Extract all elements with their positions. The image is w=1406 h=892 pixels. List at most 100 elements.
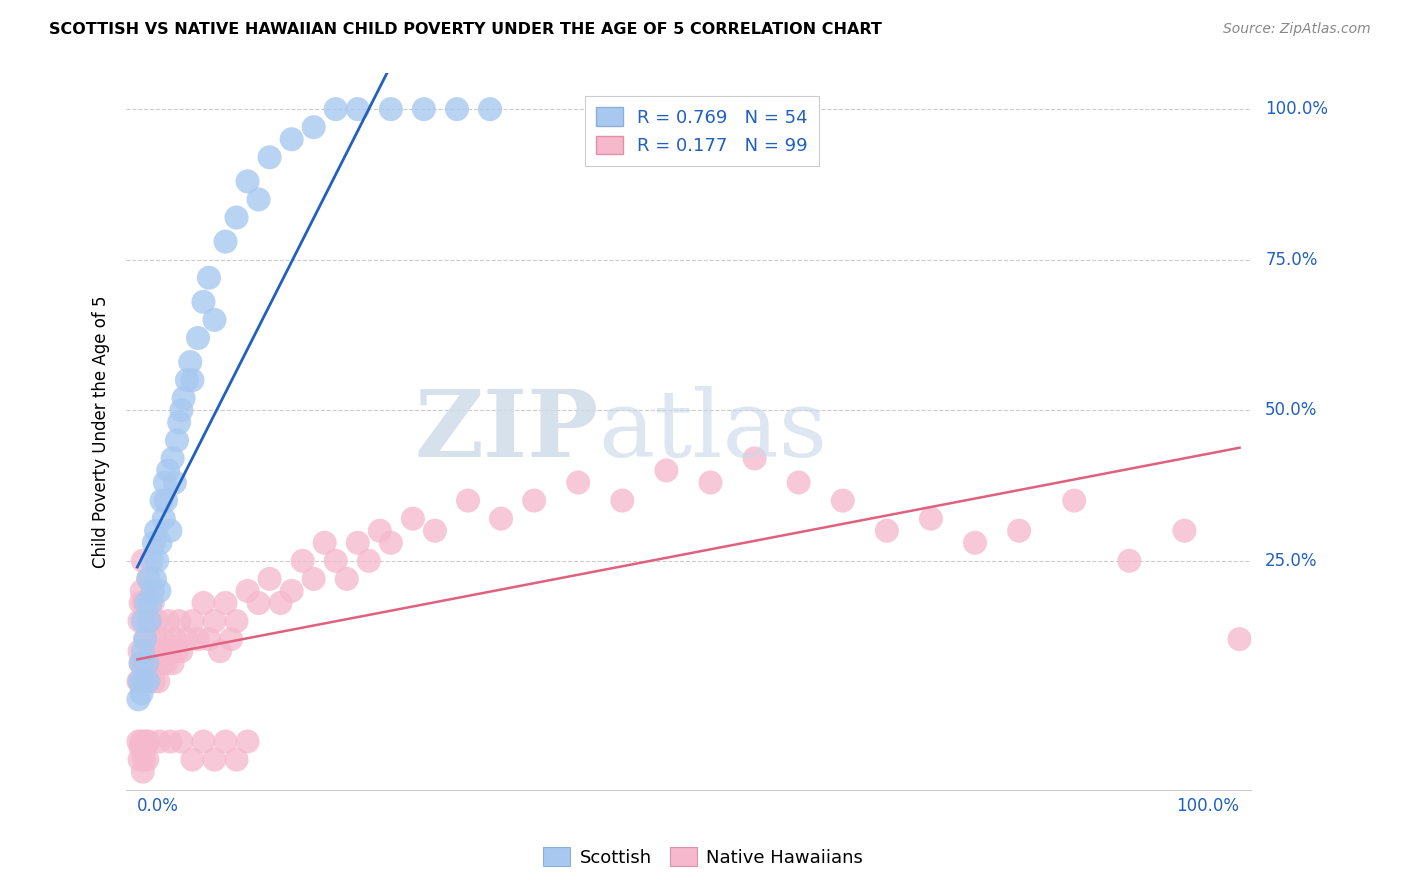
Point [236, 174, 259, 188]
Point [143, 572, 166, 586]
Point [138, 734, 160, 748]
Point [150, 657, 173, 671]
Point [159, 644, 181, 658]
Point [141, 644, 163, 658]
Text: 75.0%: 75.0% [1265, 251, 1317, 268]
Point [132, 644, 155, 658]
Point [132, 554, 155, 568]
Point [920, 511, 942, 525]
Point [136, 657, 159, 671]
Point [214, 596, 236, 610]
Point [162, 657, 184, 671]
Point [567, 475, 589, 490]
Point [142, 535, 165, 549]
Point [162, 451, 184, 466]
Point [136, 753, 159, 767]
Point [193, 734, 215, 748]
Point [131, 674, 153, 689]
Point [129, 657, 152, 671]
Text: ZIP: ZIP [415, 386, 599, 476]
Point [132, 764, 155, 779]
Point [402, 511, 425, 525]
Point [157, 463, 180, 477]
Point [198, 270, 221, 285]
Point [132, 674, 155, 689]
Point [225, 753, 247, 767]
Point [181, 373, 204, 387]
Point [208, 644, 231, 658]
Point [314, 535, 336, 549]
Point [166, 434, 188, 448]
Point [259, 150, 281, 164]
Point [138, 657, 160, 671]
Point [155, 493, 177, 508]
Point [146, 614, 169, 628]
Point [157, 614, 180, 628]
Text: Source: ZipAtlas.com: Source: ZipAtlas.com [1223, 22, 1371, 37]
Point [236, 734, 259, 748]
Point [127, 674, 149, 689]
Point [127, 692, 149, 706]
Point [150, 493, 173, 508]
Point [187, 632, 209, 647]
Point [129, 596, 152, 610]
Point [876, 524, 898, 538]
Point [204, 753, 226, 767]
Point [142, 583, 165, 598]
Point [1063, 493, 1085, 508]
Point [523, 493, 546, 508]
Legend: R = 0.769   N = 54, R = 0.177   N = 99: R = 0.769 N = 54, R = 0.177 N = 99 [585, 96, 818, 166]
Point [291, 554, 314, 568]
Point [142, 596, 165, 610]
Point [143, 632, 166, 647]
Point [163, 475, 186, 490]
Point [128, 753, 150, 767]
Point [368, 524, 391, 538]
Point [176, 373, 198, 387]
Point [302, 120, 325, 135]
Point [128, 614, 150, 628]
Point [346, 535, 368, 549]
Point [173, 391, 195, 405]
Point [170, 403, 193, 417]
Point [963, 535, 986, 549]
Point [214, 734, 236, 748]
Point [138, 614, 160, 628]
Point [412, 102, 434, 116]
Point [181, 753, 204, 767]
Point [139, 596, 162, 610]
Point [699, 475, 721, 490]
Point [167, 614, 190, 628]
Point [138, 572, 160, 586]
Point [219, 632, 242, 647]
Point [1229, 632, 1251, 647]
Point [148, 734, 170, 748]
Legend: Scottish, Native Hawaiians: Scottish, Native Hawaiians [536, 840, 870, 874]
Point [149, 535, 172, 549]
Point [146, 554, 169, 568]
Point [193, 294, 215, 309]
Point [163, 632, 186, 647]
Text: atlas: atlas [599, 386, 828, 476]
Point [145, 657, 167, 671]
Point [744, 451, 766, 466]
Text: SCOTTISH VS NATIVE HAWAIIAN CHILD POVERTY UNDER THE AGE OF 5 CORRELATION CHART: SCOTTISH VS NATIVE HAWAIIAN CHILD POVERT… [49, 22, 882, 37]
Point [357, 554, 380, 568]
Point [166, 644, 188, 658]
Point [325, 102, 347, 116]
Point [155, 657, 177, 671]
Point [145, 524, 167, 538]
Point [132, 614, 155, 628]
Point [128, 644, 150, 658]
Point [446, 102, 468, 116]
Point [129, 740, 152, 755]
Point [198, 632, 221, 647]
Point [225, 211, 247, 225]
Point [152, 632, 174, 647]
Point [1173, 524, 1195, 538]
Point [787, 475, 810, 490]
Point [131, 734, 153, 748]
Point [204, 614, 226, 628]
Point [135, 734, 157, 748]
Point [159, 734, 181, 748]
